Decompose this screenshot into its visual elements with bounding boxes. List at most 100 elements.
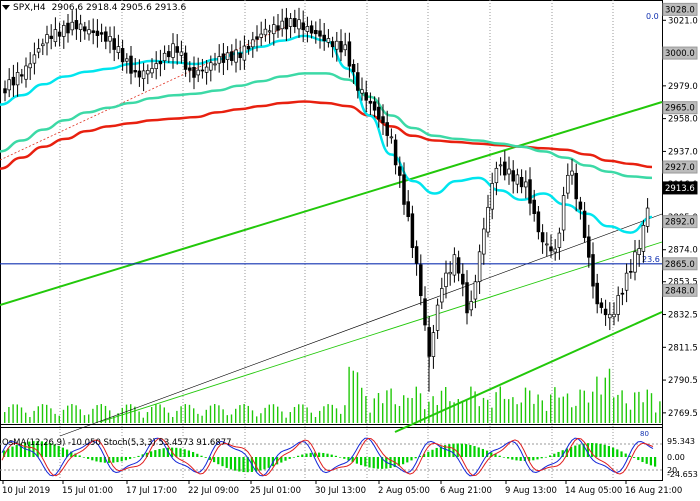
osma-bar: [343, 457, 346, 459]
osma-bar: [444, 445, 447, 457]
osma-bar: [481, 448, 484, 457]
osma-bar: [549, 455, 552, 457]
volume-bar: [29, 417, 31, 423]
osma-bar: [465, 444, 468, 457]
osma-bar: [372, 457, 375, 469]
volume-bar: [403, 395, 405, 423]
osma-bar: [532, 457, 535, 461]
osma-bar: [116, 457, 119, 463]
price-label-box: [662, 215, 698, 229]
volume-bar: [415, 386, 417, 423]
symbol-dropdown-icon[interactable]: [2, 5, 10, 10]
volume-bar: [398, 405, 401, 423]
price-tick-label: 2790.5: [668, 376, 698, 386]
candle-body: [305, 26, 310, 32]
volume-bar: [54, 413, 56, 423]
osma-bar: [74, 453, 77, 457]
volume-bar: [247, 405, 249, 423]
volume-bar: [8, 407, 10, 423]
candle-body: [15, 72, 20, 86]
volume-bar: [314, 417, 317, 423]
volume-bar: [499, 386, 501, 423]
price-tick-label: 2853.5: [668, 278, 698, 288]
volume-bar: [209, 405, 212, 423]
osma-bar: [11, 446, 14, 457]
osma-bar: [166, 447, 169, 457]
candle-body: [3, 88, 7, 94]
candle-body: [637, 248, 641, 255]
osma-bar: [553, 453, 556, 457]
volume-bar: [298, 404, 300, 423]
osma-bar: [103, 457, 106, 463]
candle-body: [41, 43, 45, 47]
candle-body: [612, 313, 616, 318]
time-axis-label: 25 Jul 01:00: [250, 486, 301, 496]
volume-bar: [419, 393, 422, 423]
volume-bar: [20, 407, 23, 423]
volume-bar: [432, 396, 434, 423]
osma-bar: [410, 457, 413, 461]
osma-bar: [322, 452, 325, 457]
candle-body: [99, 32, 104, 35]
volume-bar: [348, 366, 350, 423]
osma-bar: [347, 457, 350, 461]
osma-bar: [439, 446, 442, 457]
volume-bar: [474, 391, 476, 423]
osma-bar: [641, 457, 644, 463]
candle-body: [263, 28, 268, 36]
volume-bar: [621, 390, 623, 423]
volume-bar: [335, 408, 338, 423]
candle-body: [540, 232, 545, 243]
volume-bar: [613, 397, 615, 423]
osma-bar: [628, 455, 631, 457]
price-tick-label: 3021.0: [668, 16, 698, 26]
price-label: 2892.0: [665, 218, 695, 228]
candle-body: [486, 206, 490, 233]
volume-bar: [537, 394, 539, 423]
osma-bar: [246, 457, 249, 473]
osma-bar: [179, 448, 182, 457]
volume-bar: [251, 410, 254, 423]
candle-body: [183, 52, 188, 70]
osma-bar: [582, 443, 585, 457]
volume-bar: [516, 404, 518, 423]
volume-bar: [33, 410, 35, 423]
osma-bar: [120, 457, 123, 462]
osma-bar: [297, 455, 300, 457]
volume-bars: [4, 366, 661, 423]
candle-body: [137, 70, 142, 78]
candle-body: [582, 210, 587, 238]
candle-body: [112, 38, 116, 50]
candle-body: [557, 232, 562, 248]
osma-bar: [334, 455, 337, 457]
osma-bar: [528, 457, 531, 461]
volume-bar: [356, 372, 359, 423]
osma-bar: [368, 457, 371, 468]
osma-bar: [536, 457, 539, 460]
osma-bar: [351, 457, 354, 463]
candle-body: [645, 207, 650, 227]
volume-bar: [201, 415, 203, 423]
candle-body: [330, 41, 335, 48]
candle-body: [389, 136, 394, 139]
candle-body: [45, 34, 49, 44]
volume-bar: [243, 404, 245, 423]
volume-bar: [205, 409, 207, 423]
candle-body: [66, 22, 70, 34]
candle-body: [570, 170, 574, 176]
candle-body: [440, 288, 444, 303]
time-axis-label: 30 Jul 13:00: [315, 486, 366, 496]
candle-body: [200, 69, 205, 72]
candle-body: [402, 174, 406, 205]
osc-top-label: 80: [640, 430, 649, 438]
osma-bar: [360, 457, 363, 466]
volume-bar: [604, 377, 606, 423]
osma-bar: [452, 443, 455, 457]
volume-bar: [319, 410, 321, 423]
candle-body: [528, 179, 532, 204]
candle-body: [87, 29, 91, 35]
osma-bar: [381, 457, 384, 469]
osma-bar: [494, 454, 497, 457]
